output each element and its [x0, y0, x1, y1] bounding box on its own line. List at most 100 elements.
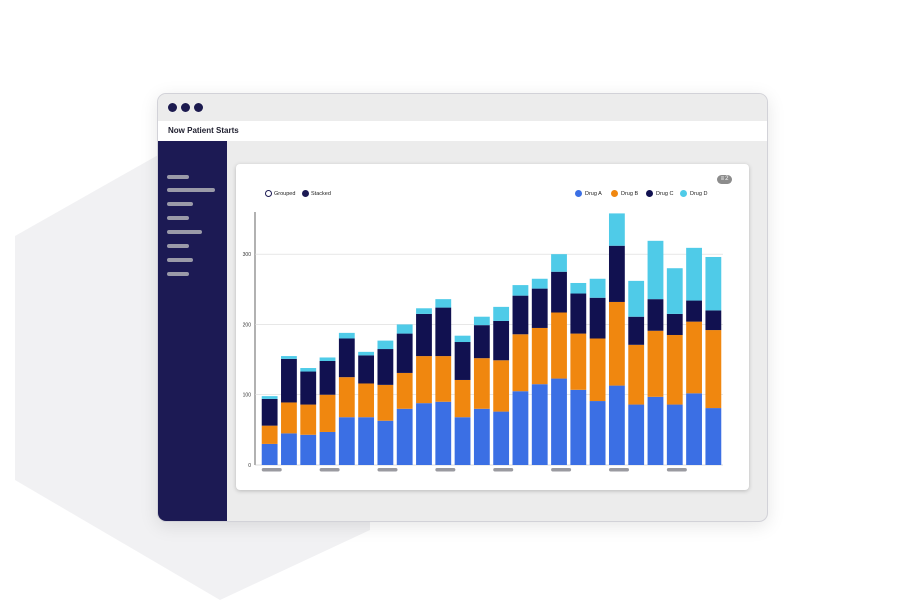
bar-segment-drug-a[interactable]: [666, 404, 683, 465]
bar-segment-drug-c[interactable]: [261, 398, 278, 426]
bar-segment-drug-a[interactable]: [454, 417, 471, 465]
bar-segment-drug-d[interactable]: [338, 332, 355, 339]
sidebar-item-placeholder[interactable]: [167, 258, 193, 262]
bar-segment-drug-d[interactable]: [531, 278, 548, 289]
stacked-toggle[interactable]: Stacked: [302, 190, 331, 198]
sidebar-item-placeholder[interactable]: [167, 175, 189, 179]
bar-segment-drug-a[interactable]: [608, 385, 625, 465]
bar-segment-drug-d[interactable]: [281, 356, 297, 359]
bar-segment-drug-b[interactable]: [454, 379, 471, 418]
bar-segment-drug-c[interactable]: [608, 245, 625, 302]
bar-segment-drug-c[interactable]: [396, 333, 413, 373]
bar-segment-drug-b[interactable]: [377, 384, 394, 421]
bar-segment-drug-c[interactable]: [377, 349, 394, 385]
bar-segment-drug-a[interactable]: [261, 443, 278, 465]
window-dot-icon[interactable]: [194, 103, 203, 112]
bar-segment-drug-c[interactable]: [493, 320, 510, 361]
bar-segment-drug-d[interactable]: [628, 280, 645, 317]
bar-segment-drug-a[interactable]: [589, 401, 606, 465]
sidebar-item-placeholder[interactable]: [167, 202, 193, 206]
bar-segment-drug-b[interactable]: [435, 356, 452, 402]
bar-segment-drug-d[interactable]: [647, 240, 664, 300]
bar-segment-drug-a[interactable]: [300, 434, 317, 465]
grouped-toggle[interactable]: Grouped: [265, 190, 295, 198]
bar-segment-drug-b[interactable]: [493, 360, 510, 412]
bar-segment-drug-c[interactable]: [512, 295, 529, 335]
bar-segment-drug-a[interactable]: [281, 433, 297, 465]
bar-segment-drug-d[interactable]: [435, 299, 452, 308]
bar-segment-drug-d[interactable]: [319, 357, 336, 361]
bar-segment-drug-c[interactable]: [338, 338, 355, 378]
bar-segment-drug-b[interactable]: [338, 377, 355, 418]
filter-button[interactable]: ≡2: [717, 175, 732, 184]
bar-segment-drug-c[interactable]: [473, 325, 490, 359]
bar-segment-drug-b[interactable]: [531, 327, 548, 385]
bar-segment-drug-a[interactable]: [319, 431, 336, 465]
bar-segment-drug-c[interactable]: [647, 299, 664, 331]
bar-segment-drug-b[interactable]: [666, 334, 683, 405]
bar-segment-drug-d[interactable]: [666, 268, 683, 314]
bar-segment-drug-b[interactable]: [705, 330, 722, 409]
sidebar-item-placeholder[interactable]: [167, 230, 202, 234]
bar-segment-drug-d[interactable]: [377, 340, 394, 350]
bar-segment-drug-b[interactable]: [319, 394, 336, 432]
bar-segment-drug-d[interactable]: [416, 308, 432, 314]
bar-segment-drug-d[interactable]: [473, 316, 490, 326]
bar-segment-drug-b[interactable]: [473, 358, 490, 409]
bar-segment-drug-a[interactable]: [551, 378, 567, 465]
sidebar-item-placeholder[interactable]: [167, 216, 189, 220]
bar-segment-drug-a[interactable]: [473, 408, 490, 465]
window-dot-icon[interactable]: [181, 103, 190, 112]
bar-segment-drug-b[interactable]: [608, 301, 625, 386]
bar-segment-drug-b[interactable]: [396, 372, 413, 409]
bar-segment-drug-d[interactable]: [454, 335, 471, 343]
bar-segment-drug-c[interactable]: [666, 313, 683, 335]
bar-segment-drug-c[interactable]: [358, 355, 375, 384]
bar-segment-drug-b[interactable]: [512, 334, 529, 392]
bar-segment-drug-d[interactable]: [396, 324, 413, 334]
bar-segment-drug-b[interactable]: [416, 356, 432, 404]
bar-segment-drug-c[interactable]: [300, 371, 317, 405]
bar-segment-drug-b[interactable]: [647, 330, 664, 397]
bar-segment-drug-c[interactable]: [551, 271, 567, 313]
bar-segment-drug-b[interactable]: [628, 344, 645, 405]
bar-segment-drug-c[interactable]: [435, 307, 452, 357]
bar-segment-drug-c[interactable]: [686, 300, 702, 322]
bar-segment-drug-a[interactable]: [377, 420, 394, 465]
bar-segment-drug-d[interactable]: [570, 282, 587, 294]
window-dot-icon[interactable]: [168, 103, 177, 112]
bar-segment-drug-d[interactable]: [686, 247, 702, 301]
bar-segment-drug-b[interactable]: [551, 312, 567, 379]
bar-segment-drug-a[interactable]: [416, 403, 432, 465]
bar-segment-drug-a[interactable]: [435, 401, 452, 465]
bar-segment-drug-d[interactable]: [705, 256, 722, 311]
bar-segment-drug-d[interactable]: [358, 351, 375, 356]
bar-segment-drug-c[interactable]: [319, 360, 336, 395]
bar-segment-drug-a[interactable]: [686, 393, 702, 465]
bar-segment-drug-a[interactable]: [647, 396, 664, 465]
bar-segment-drug-a[interactable]: [705, 408, 722, 465]
bar-segment-drug-c[interactable]: [281, 358, 297, 403]
bar-segment-drug-a[interactable]: [531, 384, 548, 465]
bar-segment-drug-a[interactable]: [570, 389, 587, 465]
bar-segment-drug-d[interactable]: [608, 213, 625, 246]
bar-segment-drug-d[interactable]: [589, 278, 606, 298]
bar-segment-drug-b[interactable]: [261, 425, 278, 444]
bar-segment-drug-d[interactable]: [300, 368, 317, 372]
bar-segment-drug-b[interactable]: [358, 383, 375, 418]
bar-segment-drug-d[interactable]: [493, 306, 510, 321]
bar-segment-drug-c[interactable]: [628, 316, 645, 345]
bar-segment-drug-c[interactable]: [454, 342, 471, 380]
bar-segment-drug-d[interactable]: [512, 285, 529, 296]
bar-segment-drug-a[interactable]: [493, 411, 510, 465]
bar-segment-drug-c[interactable]: [570, 293, 587, 334]
bar-segment-drug-d[interactable]: [551, 254, 567, 272]
bar-segment-drug-b[interactable]: [686, 321, 702, 394]
bar-segment-drug-b[interactable]: [300, 404, 317, 435]
bar-segment-drug-c[interactable]: [589, 297, 606, 339]
bar-segment-drug-b[interactable]: [589, 338, 606, 402]
bar-segment-drug-c[interactable]: [531, 288, 548, 328]
bar-segment-drug-d[interactable]: [261, 396, 278, 399]
bar-segment-drug-a[interactable]: [628, 404, 645, 465]
bar-segment-drug-b[interactable]: [570, 333, 587, 390]
